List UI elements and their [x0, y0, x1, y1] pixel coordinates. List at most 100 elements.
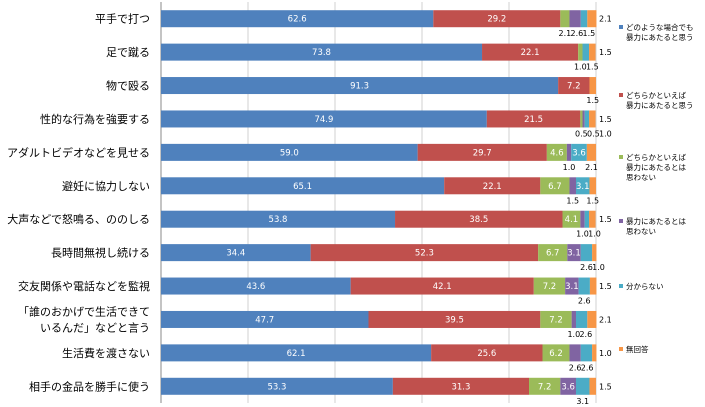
bar-segment: [589, 110, 596, 128]
bar-segment: [562, 210, 581, 228]
bar-segment: [582, 110, 585, 128]
legend-label: 無回答: [626, 344, 649, 354]
data-label: 6.7: [548, 182, 562, 192]
bar-segment: [580, 244, 593, 262]
category-label: 避妊に協力しない: [62, 179, 150, 193]
bar-segment: [417, 143, 547, 161]
data-label: 34.4: [226, 249, 245, 259]
data-label: 62.6: [288, 15, 307, 25]
bar-segment: [161, 210, 396, 228]
data-label: 1.5: [599, 282, 612, 291]
data-label: 1.0: [567, 330, 580, 339]
bar-segment: [580, 10, 588, 28]
legend-swatch: [619, 155, 623, 159]
data-label: 7.2: [567, 82, 581, 92]
legend-label: どのような場合でも: [626, 22, 694, 32]
category-label: 長時間無視し続ける: [51, 246, 150, 260]
bar-segment: [161, 277, 351, 295]
bar-segment: [578, 277, 590, 295]
bar-segment: [486, 110, 581, 128]
gridlines: [160, 2, 597, 403]
data-labels-group: 62.6 29.2 2.12.1 2.6 1.573.8 22.1 1.51.0 1.591.…: [226, 15, 611, 406]
legend-label: 思わない: [626, 173, 656, 182]
data-label: 47.7: [255, 315, 274, 325]
bar-segment: [567, 244, 581, 262]
bar-segment: [310, 244, 539, 262]
data-label: 2.1: [599, 15, 612, 24]
bar-segment: [546, 143, 567, 161]
data-label: 1.5: [599, 115, 612, 124]
bar-segment: [533, 277, 566, 295]
data-label: 1.0: [563, 163, 576, 172]
bar-segment: [587, 310, 597, 328]
bar-segment: [575, 377, 590, 395]
category-label: アダルトビデオなどを見せる: [7, 145, 150, 159]
data-label: 2.6: [579, 330, 592, 339]
bar-segment: [161, 10, 434, 28]
data-label: 0.5: [575, 129, 588, 138]
bar-segment: [578, 43, 583, 61]
category-label: 物で殴る: [106, 79, 150, 93]
legend-swatch: [619, 93, 623, 97]
bar-segment: [161, 310, 369, 328]
bar-segment: [540, 177, 570, 195]
data-label: 3.1: [576, 397, 589, 406]
bar-segment: [540, 310, 572, 328]
data-label: 3.1: [565, 282, 579, 292]
legend-swatch: [619, 219, 623, 223]
legend-label: 分からない: [626, 282, 664, 291]
data-label: 1.0: [599, 349, 612, 358]
bar-segment: [569, 10, 581, 28]
data-label: 29.7: [473, 148, 492, 158]
bar-segment: [368, 310, 541, 328]
bar-segment: [589, 277, 597, 295]
legend-label: どちらかといえば: [626, 91, 686, 100]
data-label: 4.1: [565, 215, 579, 225]
bar-segment: [589, 77, 596, 95]
data-label: 2.6: [581, 363, 594, 372]
data-label: 1.5: [586, 96, 599, 105]
data-label: 2.1: [559, 29, 572, 38]
category-label: いるんだ」などと言う: [40, 321, 150, 334]
data-label: 1.0: [574, 63, 587, 72]
data-label: 52.3: [415, 249, 434, 259]
bar-segment: [560, 10, 570, 28]
legend-label: どちらかといえば: [626, 153, 686, 162]
bar-segment: [444, 177, 541, 195]
data-label: 7.2: [543, 282, 557, 292]
data-label: 2.6: [569, 363, 582, 372]
bar-segment: [431, 344, 543, 362]
data-label: 1.5: [586, 63, 599, 72]
bar-segment: [558, 77, 590, 95]
bar-segment: [575, 177, 590, 195]
category-labels-group: 平手で打つ足で蹴る物で殴る性的な行為を強要するアダルトビデオなどを見せる避妊に協…: [7, 12, 150, 394]
data-label: 6.2: [549, 349, 563, 359]
bar-segment: [571, 310, 576, 328]
data-label: 22.1: [483, 182, 502, 192]
bar-segment: [161, 244, 311, 262]
data-label: 22.1: [521, 48, 540, 58]
data-label: 1.0: [576, 230, 589, 239]
bar-segment: [538, 244, 568, 262]
data-label: 39.5: [445, 315, 464, 325]
data-label: 2.1: [585, 163, 598, 172]
bar-segment: [161, 177, 445, 195]
data-label: 1.0: [592, 263, 605, 272]
data-label: 1.0: [588, 230, 601, 239]
data-label: 1.5: [566, 196, 579, 205]
data-label: 25.6: [477, 349, 496, 359]
data-label: 1.5: [599, 215, 612, 224]
bar-segment: [161, 377, 393, 395]
data-label: 1.5: [599, 382, 612, 391]
category-label: 大声などで怒鳴る、ののしる: [7, 212, 150, 226]
data-label: 1.5: [586, 196, 599, 205]
data-label: 43.6: [246, 282, 265, 292]
data-label: 3.1: [567, 249, 581, 259]
bar-segment: [161, 344, 432, 362]
bar-segment: [582, 43, 590, 61]
category-label: 相手の金品を勝手に使う: [29, 379, 150, 393]
legend-swatch: [619, 25, 623, 29]
bar-segment: [161, 143, 418, 161]
data-label: 1.5: [599, 48, 612, 57]
bar-segment: [560, 377, 576, 395]
